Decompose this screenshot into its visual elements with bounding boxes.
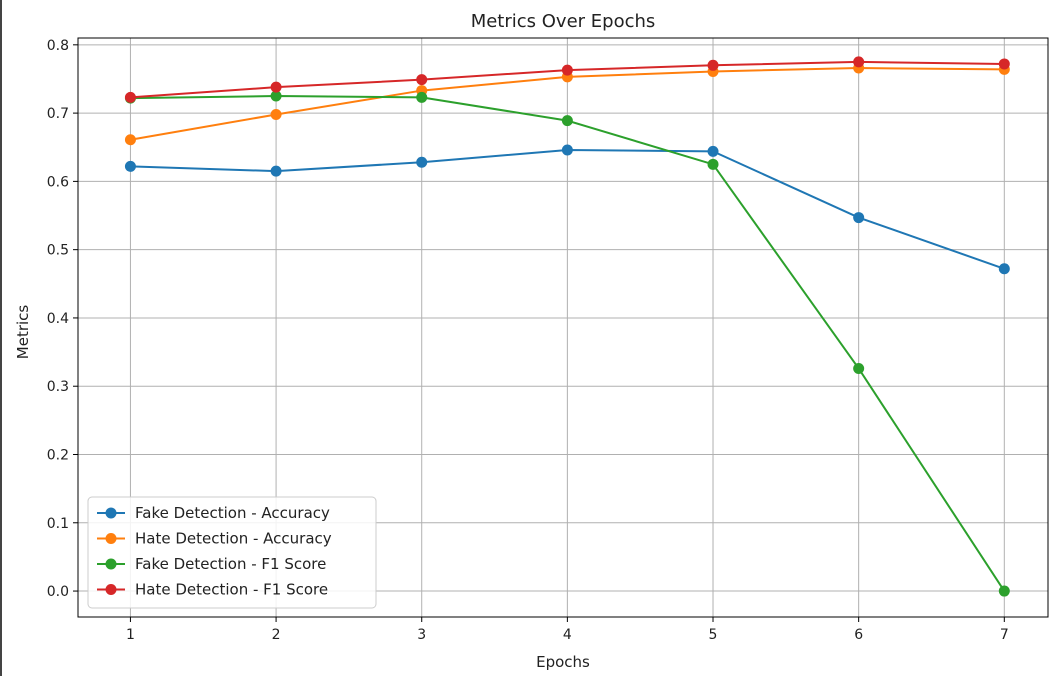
y-tick-label: 0.2	[47, 447, 69, 463]
series-4	[124, 56, 1010, 103]
legend-item: Hate Detection - Accuracy	[97, 530, 332, 548]
data-point	[270, 90, 282, 102]
data-point	[270, 81, 282, 93]
y-tick-label: 0.6	[47, 174, 69, 190]
data-point	[707, 145, 719, 157]
data-point	[416, 74, 428, 86]
y-tick-label: 0.0	[47, 584, 69, 600]
data-point	[998, 585, 1010, 597]
data-point	[853, 212, 865, 224]
legend-marker	[105, 507, 117, 519]
y-tick-label: 0.8	[47, 38, 69, 54]
data-point	[270, 165, 282, 177]
legend-marker	[105, 533, 117, 544]
x-tick-label: 7	[1000, 627, 1009, 643]
data-point	[998, 263, 1010, 275]
series-1	[124, 144, 1010, 275]
data-point	[853, 362, 865, 374]
data-point	[998, 58, 1010, 70]
y-tick-label: 0.4	[47, 311, 69, 327]
grid-lines	[78, 38, 1048, 617]
data-point	[124, 160, 136, 172]
y-tick-label: 0.3	[47, 379, 69, 395]
window-edge	[0, 0, 2, 676]
data-point	[561, 144, 573, 156]
x-tick-label: 3	[417, 627, 426, 643]
plot-area	[77, 37, 1049, 618]
y-tick-label: 0.5	[47, 243, 69, 259]
legend-marker	[105, 584, 117, 595]
data-point	[561, 115, 573, 127]
data-point	[707, 158, 719, 170]
legend-marker	[105, 558, 117, 570]
chart-title: Metrics Over Epochs	[471, 11, 656, 32]
x-axis-label: Epochs	[536, 653, 590, 671]
data-point	[270, 108, 282, 120]
legend-label: Hate Detection - Accuracy	[135, 530, 332, 548]
data-point	[561, 64, 573, 76]
y-axis-ticks: 0.0 0.1 0.2 0.3 0.4 0.5 0.6 0.7 0.8	[47, 38, 78, 600]
x-tick-label: 5	[709, 627, 718, 643]
y-tick-label: 0.7	[47, 106, 69, 122]
x-tick-label: 4	[563, 627, 572, 643]
legend-item: Fake Detection - F1 Score	[97, 555, 326, 573]
data-point	[707, 59, 719, 71]
series-group	[124, 56, 1010, 597]
y-axis-label: Metrics	[14, 305, 32, 360]
legend-label: Fake Detection - F1 Score	[135, 555, 326, 573]
legend-label: Hate Detection - F1 Score	[135, 581, 328, 599]
data-point	[853, 56, 865, 68]
data-point	[124, 91, 136, 103]
legend-item: Fake Detection - Accuracy	[97, 504, 330, 522]
data-point	[416, 91, 428, 103]
legend-label: Fake Detection - Accuracy	[135, 504, 330, 522]
x-tick-label: 6	[854, 627, 863, 643]
x-axis-ticks: 1 2 3 4 5 6 7	[126, 617, 1009, 643]
x-tick-label: 1	[126, 627, 135, 643]
legend: Fake Detection - Accuracy Hate Detection …	[87, 496, 377, 609]
legend-box	[87, 496, 377, 609]
legend-item: Hate Detection - F1 Score	[97, 581, 328, 599]
data-point	[416, 156, 428, 168]
data-point	[124, 134, 136, 146]
x-tick-label: 2	[272, 627, 281, 643]
y-tick-label: 0.1	[47, 516, 69, 532]
